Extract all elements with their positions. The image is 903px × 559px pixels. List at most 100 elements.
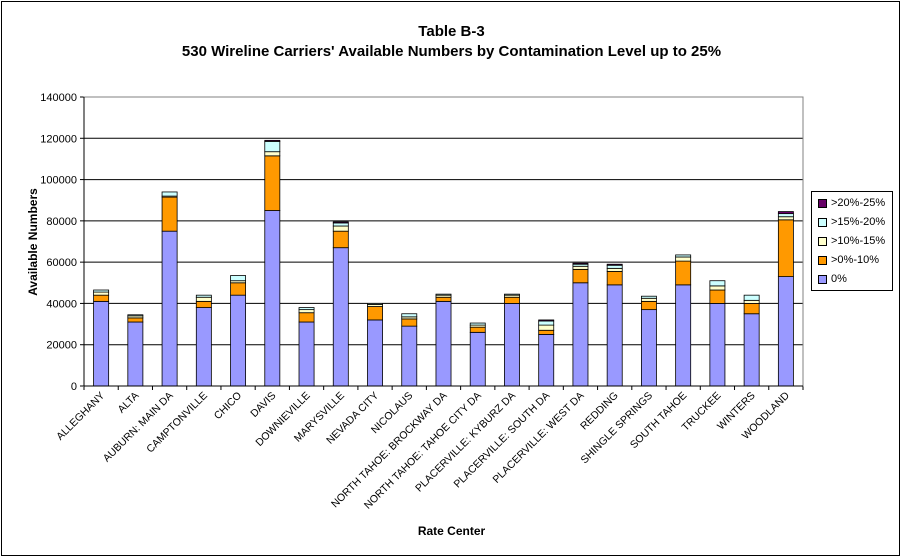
bar-segment <box>264 155 281 211</box>
bar-segment <box>195 294 212 298</box>
bar-segment <box>777 219 794 277</box>
legend-label: >20%-25% <box>831 197 886 209</box>
bar-segment <box>230 282 247 296</box>
bar-segment <box>709 280 726 287</box>
bar-segment <box>401 313 418 318</box>
legend-swatch <box>818 274 827 284</box>
y-tick-label: 40000 <box>46 298 77 310</box>
y-tick-label: 80000 <box>46 216 77 228</box>
legend-label: >0%-10% <box>831 254 880 266</box>
bar-segment <box>709 289 726 304</box>
bar-segment <box>93 289 110 293</box>
bar-segment <box>675 256 692 262</box>
bar-segment <box>538 320 555 326</box>
bar-segment <box>709 303 726 387</box>
bar-segment <box>332 247 349 387</box>
bar-segment <box>401 318 418 327</box>
bar-segment <box>93 300 110 387</box>
bar-segment <box>606 263 623 266</box>
bar-segment <box>127 317 144 323</box>
bar-segment <box>538 319 555 322</box>
legend-item: >0%-10% <box>818 253 879 267</box>
y-tick-label: 100000 <box>40 175 77 187</box>
bar-segment <box>332 225 349 232</box>
bar-segment <box>640 309 657 387</box>
bar-segment <box>127 314 144 317</box>
bar-segment <box>606 271 623 286</box>
bar-segment <box>469 331 486 387</box>
bar-segment <box>640 295 657 299</box>
bar-segment <box>435 293 452 296</box>
legend-swatch <box>818 198 827 208</box>
bar-segment <box>572 265 589 270</box>
bar-segment <box>332 222 349 227</box>
bar-segment <box>572 282 589 387</box>
bar-segment <box>367 303 383 305</box>
bar-segment <box>469 322 486 326</box>
bar-segment <box>230 275 247 282</box>
legend-item: >20%-25% <box>818 196 885 210</box>
bar-segment <box>743 303 760 315</box>
bar-segment <box>435 296 452 302</box>
bar-segment <box>640 297 657 302</box>
x-tick-label: DAVIS <box>248 390 278 420</box>
bar-segment <box>606 267 623 272</box>
bar-segment <box>161 191 178 197</box>
legend-label: >10%-15% <box>831 235 886 247</box>
bar-segment <box>675 284 692 387</box>
bar-segment <box>195 300 212 308</box>
bar-segment <box>264 140 281 153</box>
bar-segment <box>127 321 144 387</box>
x-tick-label: CAMPTONVILLE <box>144 390 210 456</box>
bar-segment <box>777 213 794 218</box>
bar-segment <box>538 324 555 331</box>
bar-segment <box>435 300 452 387</box>
bar-segment <box>572 268 589 284</box>
y-tick-label: 20000 <box>46 340 77 352</box>
y-tick-label: 60000 <box>46 257 77 269</box>
y-tick-label: 120000 <box>40 133 77 145</box>
x-tick-label: ALTA <box>116 390 142 416</box>
chart-title: Table B-3 <box>418 23 485 40</box>
bar-segment <box>640 300 657 311</box>
bar-segment <box>264 210 281 387</box>
x-tick-label: CHICO <box>212 390 244 422</box>
bar-segment <box>606 284 623 387</box>
bar-segment <box>675 260 692 286</box>
bar-segment <box>161 196 178 232</box>
x-axis-label: Rate Center <box>417 524 486 538</box>
bar-segment <box>401 325 418 387</box>
bar-segment <box>298 307 315 311</box>
bar-segment <box>743 294 760 301</box>
bar-segment <box>572 262 589 265</box>
chart-subtitle: 530 Wireline Carriers' Available Numbers… <box>181 43 722 60</box>
bar-segment <box>298 309 315 314</box>
legend-item: >15%-20% <box>818 215 885 229</box>
legend-item: 0% <box>818 272 847 286</box>
bar-segment <box>777 211 794 215</box>
legend-swatch <box>818 255 827 265</box>
y-tick-label: 140000 <box>40 92 77 104</box>
bar-segment <box>469 326 486 333</box>
x-tick-label: ALLEGHANY <box>54 390 107 443</box>
bar-segment <box>332 230 349 249</box>
bar-segment <box>332 221 349 224</box>
legend-label: 0% <box>831 273 847 285</box>
bar-segment <box>93 294 110 302</box>
bar-segment <box>777 276 794 387</box>
bar-segment <box>298 321 315 387</box>
bar-segment <box>504 303 520 387</box>
bar-segment <box>606 264 623 269</box>
bar-segment <box>195 307 212 387</box>
legend: >20%-25% >15%-20% >10%-15% >0%-10% 0% <box>811 191 893 291</box>
bar-segment <box>538 329 555 335</box>
bar-segment <box>264 151 281 157</box>
y-tick-label: 0 <box>71 381 77 393</box>
bar-segment <box>367 306 383 321</box>
bar-segment <box>367 319 383 387</box>
bar-segment <box>709 285 726 291</box>
bar-segment <box>538 333 555 387</box>
